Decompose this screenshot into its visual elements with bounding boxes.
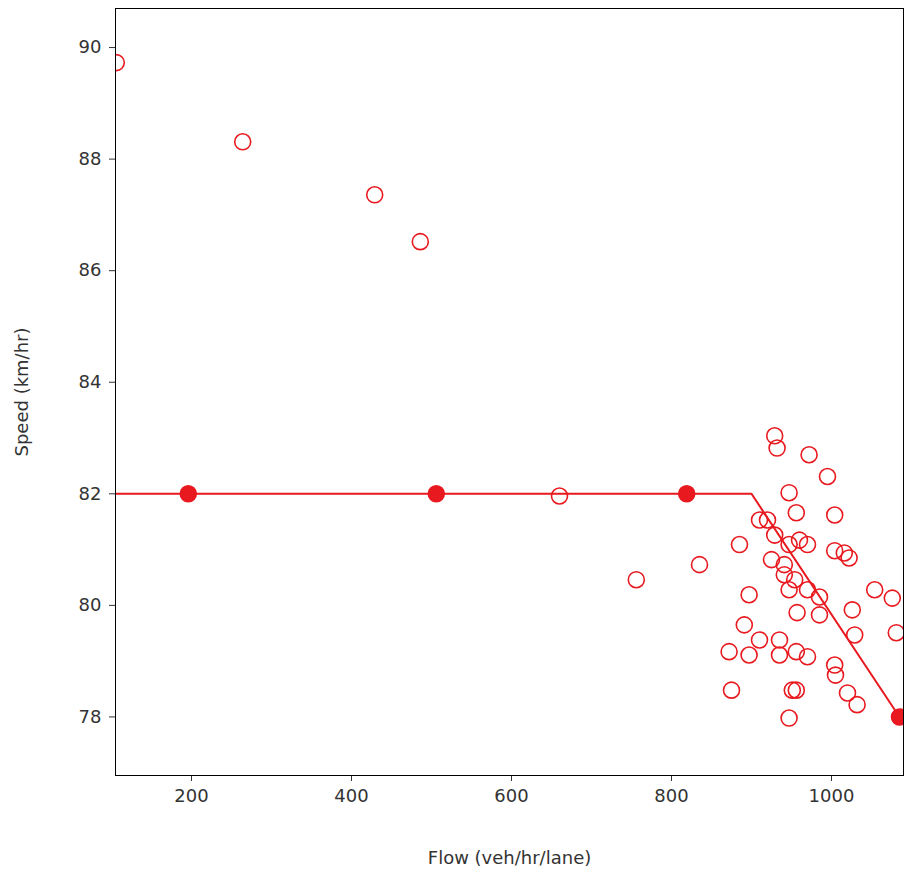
svg-text:800: 800: [654, 785, 688, 806]
svg-text:82: 82: [79, 483, 102, 504]
svg-text:200: 200: [174, 785, 208, 806]
svg-text:600: 600: [494, 785, 528, 806]
svg-text:86: 86: [79, 259, 102, 280]
svg-text:1000: 1000: [809, 785, 855, 806]
svg-text:Speed (km/hr): Speed (km/hr): [11, 327, 32, 456]
svg-text:84: 84: [79, 371, 102, 392]
svg-text:400: 400: [334, 785, 368, 806]
svg-text:80: 80: [79, 594, 102, 615]
svg-text:88: 88: [79, 148, 102, 169]
svg-text:78: 78: [79, 706, 102, 727]
svg-text:90: 90: [79, 36, 102, 57]
svg-text:Flow (veh/hr/lane): Flow (veh/hr/lane): [428, 847, 591, 868]
